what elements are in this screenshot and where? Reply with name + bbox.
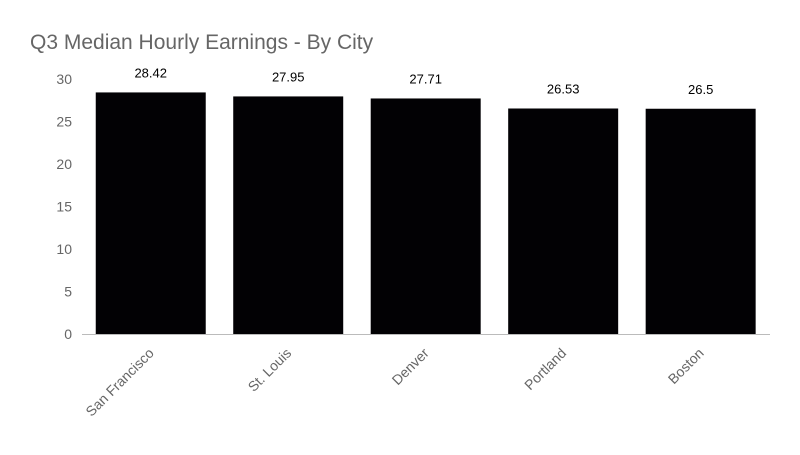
y-tick-label: 5: [64, 284, 72, 300]
x-tick-label: Portland: [521, 345, 569, 393]
data-label: 27.95: [272, 69, 305, 84]
chart-title: Q3 Median Hourly Earnings - By City: [30, 31, 374, 54]
y-tick-label: 25: [56, 114, 72, 130]
bar: [95, 92, 206, 335]
bar: [508, 108, 619, 335]
data-label: 28.42: [134, 65, 167, 80]
y-tick-label: 0: [64, 326, 72, 342]
bar: [370, 98, 481, 334]
y-tick-label: 30: [56, 71, 72, 87]
bar: [645, 108, 756, 334]
data-label: 27.71: [409, 71, 442, 86]
x-tick-label: San Francisco: [82, 345, 157, 420]
data-label: 26.5: [688, 82, 713, 97]
y-tick-label: 15: [56, 199, 72, 215]
bar: [233, 96, 344, 334]
x-tick-label: Denver: [389, 345, 432, 388]
y-tick-label: 10: [56, 241, 72, 257]
x-tick-label: St. Louis: [245, 345, 295, 395]
y-tick-label: 20: [56, 156, 72, 172]
data-label: 26.53: [547, 81, 580, 96]
x-tick-label: Boston: [665, 345, 707, 387]
